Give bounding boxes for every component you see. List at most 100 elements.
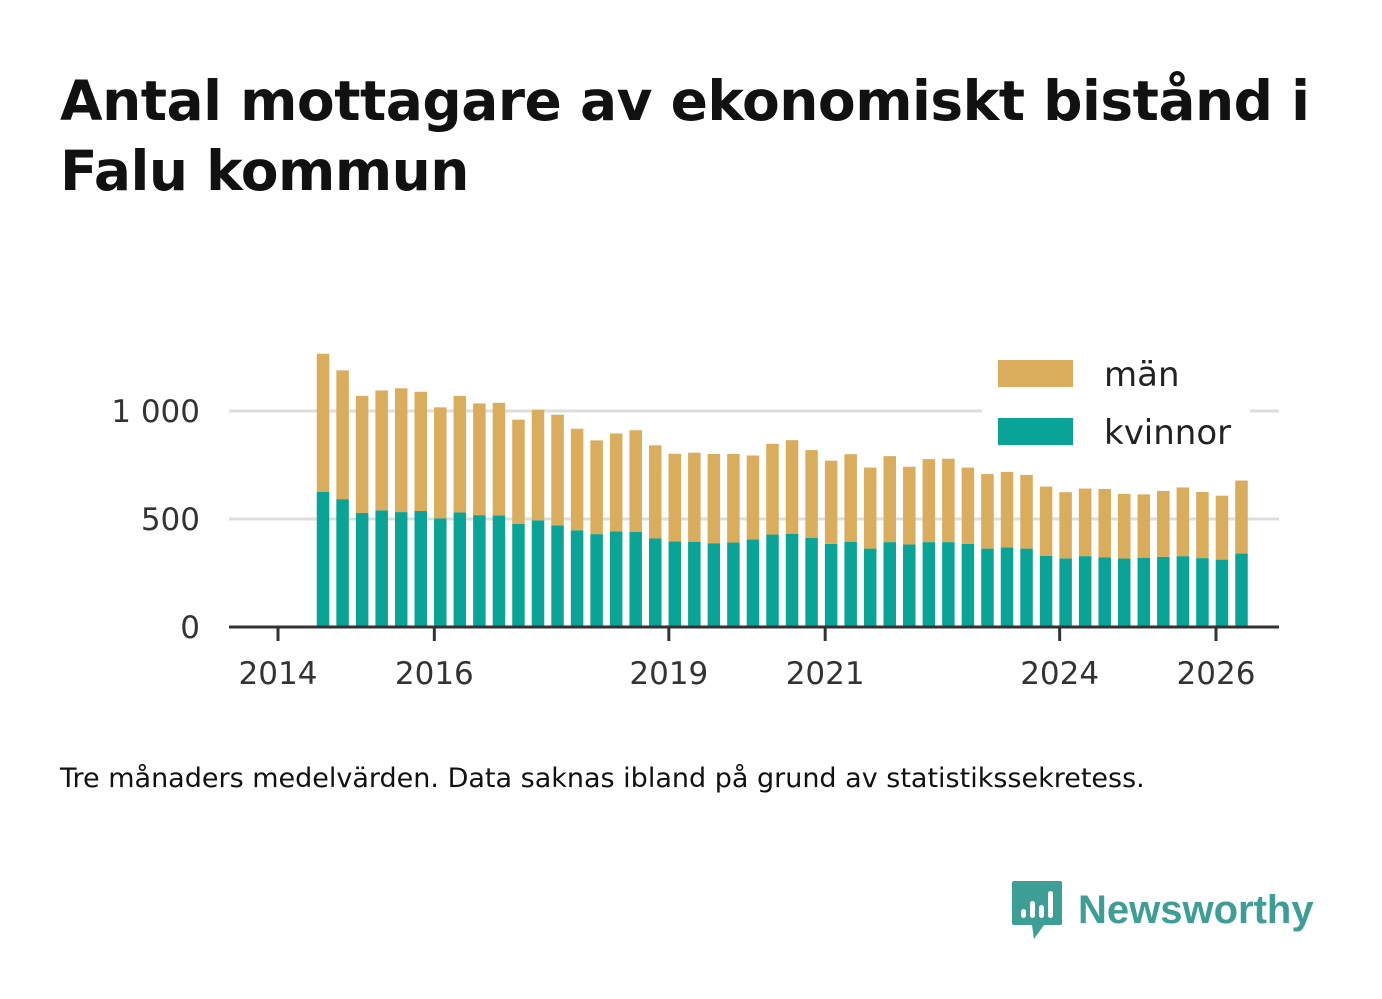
legend-label-women: kvinnor [1104, 413, 1231, 453]
bar-women [316, 492, 330, 627]
bar-men [609, 433, 623, 532]
bar-men [551, 414, 564, 526]
bar-women [1215, 559, 1229, 627]
bar-women [727, 542, 740, 627]
bar-men [903, 466, 916, 545]
chart-title: Antal mottagare av ekonomiskt bistånd i … [60, 69, 1310, 203]
bar-men [492, 402, 506, 516]
bar-men [1215, 495, 1229, 560]
bar-women [1020, 548, 1033, 627]
x-tick-label: 2014 [239, 656, 318, 692]
bar-men [746, 455, 760, 540]
bar-women [434, 518, 447, 627]
bar-women [336, 499, 349, 627]
bar-women [863, 548, 877, 627]
bar-men [629, 430, 642, 532]
bar-men [942, 458, 955, 543]
footnote: Tre månaders medelvärden. Data saknas ib… [60, 763, 1145, 794]
x-tick-label: 2016 [395, 656, 474, 692]
y-tick-label: 0 [180, 610, 200, 646]
bar-women [492, 515, 506, 627]
bar-women [961, 543, 975, 627]
bar-men [707, 453, 721, 544]
bar-women [473, 515, 486, 627]
bar-men [453, 395, 467, 513]
bar-men [375, 390, 388, 511]
bar-men [824, 460, 838, 544]
bar-women [629, 531, 642, 627]
bar-women [805, 538, 818, 627]
bar-men [414, 391, 427, 512]
bar-women [668, 541, 682, 627]
bar-women [688, 541, 701, 627]
bar-women [1098, 557, 1111, 627]
bar-men [531, 409, 545, 521]
axes: 0 500 1 000 2014 2016 2019 2021 2024 2026 [111, 394, 1279, 692]
bar-men [649, 445, 662, 539]
bar-men [1235, 480, 1248, 554]
bar-men [1059, 492, 1072, 559]
bar-women [903, 544, 916, 627]
bar-women [707, 543, 721, 627]
bar-women [375, 510, 388, 627]
bar-women [981, 548, 994, 627]
bar-men [1196, 492, 1209, 559]
bar-men [727, 453, 740, 543]
bar-men [1157, 490, 1170, 557]
y-tick-label: 500 [141, 502, 200, 538]
y-tick-label: 1 000 [111, 394, 200, 430]
bar-men [1098, 488, 1111, 558]
bar-men [1137, 494, 1151, 558]
legend-swatch-men [998, 360, 1073, 387]
bar-men [1078, 488, 1092, 557]
bar-men [668, 453, 682, 542]
bar-men [316, 353, 330, 492]
bar-women [1157, 556, 1170, 627]
bar-men [883, 456, 896, 543]
bar-women [512, 523, 525, 627]
x-tick-label: 2021 [786, 656, 865, 692]
newsworthy-logo-icon [1012, 881, 1062, 939]
bar-men [1039, 486, 1053, 556]
bar-men [434, 407, 447, 519]
bar-women [1059, 558, 1072, 627]
bar-men [355, 395, 369, 513]
bar-men [1020, 474, 1033, 549]
stacked-bar-chart: 0 500 1 000 2014 2016 2019 2021 2024 2026 män kv… [111, 346, 1279, 692]
bar-women [824, 543, 838, 627]
bar-men [570, 428, 584, 531]
bar-men [688, 452, 701, 542]
bar-women [649, 538, 662, 627]
bar-women [922, 542, 936, 627]
bars [316, 353, 1248, 627]
bar-women [551, 525, 564, 627]
bar-women [1039, 555, 1053, 627]
legend: män kvinnor [982, 346, 1250, 470]
bar-men [766, 443, 779, 535]
bar-women [453, 512, 467, 627]
bar-men [473, 403, 486, 516]
x-tick-label: 2024 [1020, 656, 1099, 692]
bar-women [355, 512, 369, 627]
bar-women [590, 534, 603, 627]
brand-name: Newsworthy [1078, 887, 1314, 932]
bar-women [1000, 547, 1014, 627]
bar-women [883, 542, 896, 627]
bar-men [336, 370, 349, 500]
bar-women [942, 542, 955, 627]
bar-women [1235, 553, 1248, 627]
bar-women [1078, 556, 1092, 627]
bar-men [590, 440, 603, 535]
bar-women [1137, 557, 1151, 627]
bar-women [414, 511, 427, 627]
x-tick-label: 2026 [1177, 656, 1256, 692]
bar-women [570, 530, 584, 627]
legend-swatch-women [998, 418, 1073, 445]
bar-men [1000, 471, 1014, 548]
x-tick-label: 2019 [629, 656, 708, 692]
bar-men [1176, 487, 1190, 557]
bar-men [785, 440, 799, 534]
bar-men [961, 467, 975, 544]
brand-logo[interactable]: Newsworthy [1010, 878, 1314, 942]
bar-women [785, 533, 799, 627]
